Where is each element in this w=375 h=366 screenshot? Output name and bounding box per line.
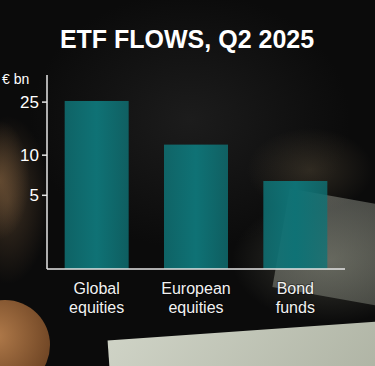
x-tick-label-line: funds	[276, 299, 315, 316]
y-tick-label: 25	[20, 93, 39, 112]
coin-decoration	[0, 120, 30, 240]
chart: ETF FLOWS, Q2 2025 € bn 5 10 25 Global equitie…	[0, 0, 375, 366]
x-tick-label-line: Global	[74, 280, 120, 297]
y-tick-label: 5	[30, 186, 39, 205]
x-tick-label: Global equities	[69, 280, 124, 316]
y-axis-label: € bn	[2, 71, 29, 87]
background: ETF FLOWS, Q2 2025 € bn 5 10 25 Global equitie…	[0, 0, 375, 366]
x-tick-label-line: Bond	[277, 280, 314, 297]
bars	[65, 101, 328, 269]
y-axis-line	[46, 75, 48, 269]
x-axis-line	[47, 268, 345, 270]
y-tick-label: 10	[20, 146, 39, 165]
banknote-decoration	[108, 320, 375, 366]
coin-decoration	[0, 300, 50, 366]
bar	[164, 145, 228, 269]
bar	[263, 181, 327, 269]
x-tick-label: European equities	[161, 280, 230, 316]
y-tick	[42, 154, 47, 156]
x-tick-label-line: equities	[69, 299, 124, 316]
title: ETF FLOWS, Q2 2025	[60, 25, 314, 53]
y-tick	[42, 101, 47, 103]
x-tick-label: Bond funds	[276, 280, 315, 316]
y-tick	[42, 195, 47, 197]
x-tick-label-line: European	[161, 280, 230, 297]
bar	[65, 101, 129, 269]
x-tick-label-line: equities	[168, 299, 223, 316]
